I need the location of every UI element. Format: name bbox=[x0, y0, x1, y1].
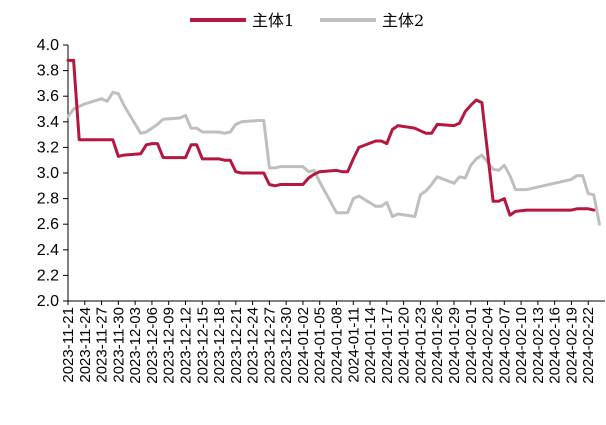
x-tick-label: 2024-01-02 bbox=[295, 307, 312, 384]
x-tick-label: 2023-12-09 bbox=[161, 307, 178, 384]
y-tick-label: 3.0 bbox=[37, 165, 59, 182]
x-tick-label: 2024-01-20 bbox=[396, 307, 413, 384]
x-tick-label: 2023-12-15 bbox=[194, 307, 211, 384]
x-tick-label: 2023-12-03 bbox=[127, 307, 144, 384]
y-tick-label: 4.0 bbox=[37, 37, 59, 54]
x-tick-label: 2023-12-06 bbox=[144, 307, 161, 384]
x-tick-label: 2024-02-19 bbox=[563, 307, 580, 384]
y-tick-label: 3.2 bbox=[37, 139, 59, 156]
x-tick-label: 2023-11-24 bbox=[77, 307, 94, 383]
x-tick-label: 2023-12-24 bbox=[245, 307, 262, 384]
x-tick-label: 2023-11-30 bbox=[110, 307, 127, 383]
legend-label-1: 主体1 bbox=[252, 11, 294, 30]
x-tick-label: 2024-01-23 bbox=[412, 307, 429, 384]
legend: 主体1 主体2 bbox=[190, 11, 424, 30]
x-tick-label: 2023-12-27 bbox=[261, 307, 278, 384]
x-tick-label: 2024-02-16 bbox=[547, 307, 564, 384]
x-tick-label: 2024-02-10 bbox=[513, 307, 530, 384]
y-tick-label: 2.0 bbox=[37, 293, 59, 310]
x-tick-label: 2023-11-21 bbox=[60, 307, 77, 383]
series-line-1 bbox=[66, 58, 596, 217]
x-tick-label: 2024-01-26 bbox=[429, 307, 446, 384]
y-tick-label: 2.8 bbox=[37, 191, 59, 208]
y-tick-label: 2.2 bbox=[37, 267, 59, 284]
y-axis: 4.0 3.8 3.6 3.4 3.2 3.0 2.8 2.6 2.4 2.2 2.0 bbox=[37, 37, 69, 310]
x-tick-label: 2024-01-29 bbox=[446, 307, 463, 384]
x-tick-label: 2024-02-13 bbox=[530, 307, 547, 384]
x-tick-label: 2024-01-05 bbox=[312, 307, 329, 384]
x-tick-label: 2023-12-18 bbox=[211, 307, 228, 384]
x-tick-label: 2024-02-04 bbox=[480, 307, 497, 384]
legend-label-2: 主体2 bbox=[382, 11, 424, 30]
x-tick-label: 2024-02-07 bbox=[496, 307, 513, 384]
x-tick-label: 2023-12-30 bbox=[278, 307, 295, 384]
x-tick-label: 2024-01-17 bbox=[379, 307, 396, 384]
x-tick-label: 2024-01-14 bbox=[362, 307, 379, 384]
y-tick-label: 3.8 bbox=[37, 63, 59, 80]
x-tick-label: 2024-01-11 bbox=[345, 307, 362, 383]
y-tick-label: 2.6 bbox=[37, 216, 59, 233]
y-tick-label: 3.4 bbox=[37, 114, 59, 131]
x-tick-label: 2024-02-01 bbox=[463, 307, 480, 384]
x-tick-label: 2023-12-12 bbox=[177, 307, 194, 384]
x-tick-label: 2023-11-27 bbox=[94, 307, 111, 383]
x-tick-label: 2024-02-22 bbox=[580, 307, 597, 384]
series-line-2 bbox=[66, 90, 601, 226]
x-tick-label: 2023-12-21 bbox=[228, 307, 245, 384]
x-tick-label: 2024-01-08 bbox=[329, 307, 346, 384]
x-axis: 2023-11-21 2023-11-24 2023-11-27 2023-11-30… bbox=[60, 300, 605, 384]
series-layer bbox=[66, 58, 601, 226]
y-tick-label: 2.4 bbox=[37, 242, 59, 259]
y-tick-label: 3.6 bbox=[37, 88, 59, 105]
